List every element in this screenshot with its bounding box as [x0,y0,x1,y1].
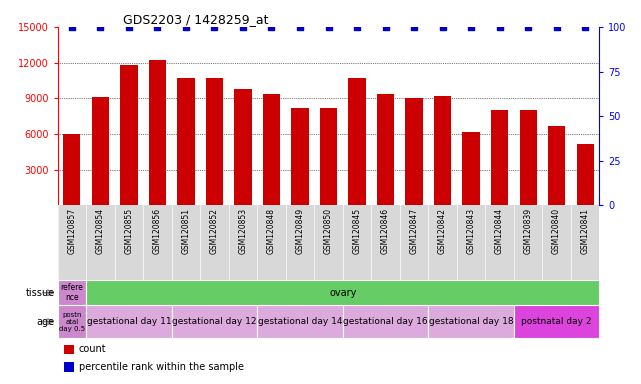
Bar [86,305,172,338]
Bar [343,305,428,338]
Text: GSM120840: GSM120840 [552,208,561,254]
Text: GSM120850: GSM120850 [324,208,333,254]
Bar [149,60,166,205]
Text: gestational day 16: gestational day 16 [343,317,428,326]
Text: refere
nce: refere nce [60,283,83,303]
Text: GSM120851: GSM120851 [181,208,190,254]
Text: gestational day 18: gestational day 18 [429,317,513,326]
Text: GSM120847: GSM120847 [410,208,419,254]
Bar [349,78,365,205]
Point [295,24,305,30]
Bar [92,97,109,205]
Text: postn
atal
day 0.5: postn atal day 0.5 [59,311,85,332]
Bar [406,98,422,205]
Bar [178,78,194,205]
Point [494,24,504,30]
Bar [263,94,280,205]
Bar [63,134,81,205]
Point [153,24,163,30]
Bar [548,126,565,205]
Point [238,24,248,30]
Bar [320,108,337,205]
Point [523,24,533,30]
Text: GSM120839: GSM120839 [524,208,533,254]
Point [352,24,362,30]
Text: gestational day 12: gestational day 12 [172,317,257,326]
Text: GSM120843: GSM120843 [467,208,476,254]
Text: GSM120848: GSM120848 [267,208,276,254]
Text: GSM120856: GSM120856 [153,208,162,254]
Text: GSM120844: GSM120844 [495,208,504,254]
Point [380,24,390,30]
Bar [463,132,479,205]
Point [210,24,220,30]
Point [551,24,562,30]
Text: GSM120857: GSM120857 [67,208,76,254]
Point [466,24,476,30]
Bar [58,305,86,338]
Bar [434,96,451,205]
Text: GSM120852: GSM120852 [210,208,219,254]
Point [67,24,77,30]
Text: tissue: tissue [26,288,54,298]
Bar [428,305,514,338]
Text: gestational day 11: gestational day 11 [87,317,171,326]
Text: postnatal day 2: postnatal day 2 [521,317,592,326]
Text: GSM120846: GSM120846 [381,208,390,254]
Point [323,24,333,30]
Bar [519,110,537,205]
Bar [172,305,257,338]
Bar [206,78,223,205]
Bar [292,108,308,205]
Text: percentile rank within the sample: percentile rank within the sample [79,362,244,372]
Text: GSM120849: GSM120849 [296,208,304,254]
Bar [121,65,138,205]
Text: count: count [79,344,106,354]
Text: GSM120854: GSM120854 [96,208,105,254]
Text: GSM120855: GSM120855 [124,208,133,254]
Point [437,24,447,30]
Point [124,24,134,30]
Text: GSM120842: GSM120842 [438,208,447,254]
Bar [491,110,508,205]
Bar [377,94,394,205]
Bar [235,89,251,205]
Text: GSM120845: GSM120845 [353,208,362,254]
Text: GDS2203 / 1428259_at: GDS2203 / 1428259_at [122,13,268,26]
Point [267,24,277,30]
Text: age: age [37,316,54,327]
Point [96,24,106,30]
Bar [576,144,594,205]
Text: GSM120853: GSM120853 [238,208,247,254]
Point [181,24,191,30]
Bar [257,305,343,338]
Text: gestational day 14: gestational day 14 [258,317,342,326]
Point [580,24,590,30]
Bar [58,280,86,305]
Bar [514,305,599,338]
Point [409,24,419,30]
Text: GSM120841: GSM120841 [581,208,590,254]
Text: ovary: ovary [329,288,356,298]
